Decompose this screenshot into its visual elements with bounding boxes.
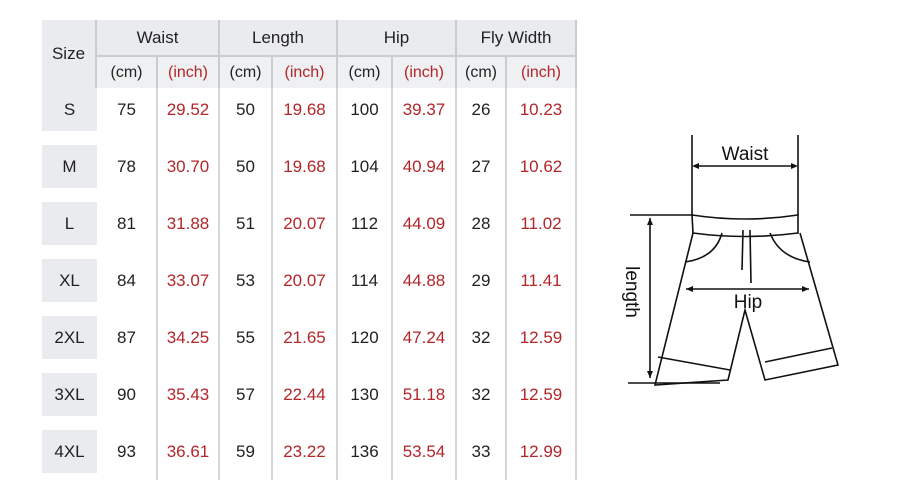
- shorts-diagram: Waist Hip length: [621, 135, 840, 386]
- cm-cell: 27: [457, 138, 507, 195]
- table-row: S 75 29.52 50 19.68 100 39.37 26 10.23: [42, 81, 577, 138]
- table-row: L 81 31.88 51 20.07 112 44.09 28 11.02: [42, 195, 577, 252]
- cm-cell: 50: [220, 138, 273, 195]
- size-cell: S: [42, 88, 97, 131]
- cm-cell: 26: [457, 81, 507, 138]
- inch-cell: 30.70: [158, 138, 220, 195]
- cm-cell: 78: [97, 138, 158, 195]
- unit-inch: (inch): [393, 57, 457, 88]
- hip-label: Hip: [734, 292, 763, 313]
- inch-cell: 53.54: [393, 423, 457, 480]
- cm-cell: 81: [97, 195, 158, 252]
- table-row: XL 84 33.07 53 20.07 114 44.88 29 11.41: [42, 252, 577, 309]
- header-waist: Waist: [97, 20, 220, 57]
- size-cell: 4XL: [42, 430, 97, 473]
- inch-cell: 22.44: [273, 366, 338, 423]
- unit-cm: (cm): [220, 57, 273, 88]
- inch-cell: 33.07: [158, 252, 220, 309]
- inch-cell: 40.94: [393, 138, 457, 195]
- inch-cell: 39.37: [393, 81, 457, 138]
- inch-cell: 29.52: [158, 81, 220, 138]
- table-row: M 78 30.70 50 19.68 104 40.94 27 10.62: [42, 138, 577, 195]
- cm-cell: 120: [338, 309, 393, 366]
- inch-cell: 11.02: [507, 195, 577, 252]
- cm-cell: 32: [457, 309, 507, 366]
- unit-inch: (inch): [158, 57, 220, 88]
- table-header: Size Waist Length Hip Fly Width (cm) (inch) (c…: [42, 20, 577, 88]
- inch-cell: 51.18: [393, 366, 457, 423]
- table-row: 2XL 87 34.25 55 21.65 120 47.24 32 12.59: [42, 309, 577, 366]
- inch-cell: 20.07: [273, 252, 338, 309]
- cm-cell: 59: [220, 423, 273, 480]
- waist-label: Waist: [722, 144, 770, 165]
- inch-cell: 47.24: [393, 309, 457, 366]
- cm-cell: 33: [457, 423, 507, 480]
- cm-cell: 84: [97, 252, 158, 309]
- inch-cell: 36.61: [158, 423, 220, 480]
- cm-cell: 55: [220, 309, 273, 366]
- size-header: Size: [42, 20, 97, 88]
- cm-cell: 130: [338, 366, 393, 423]
- inch-cell: 11.41: [507, 252, 577, 309]
- unit-inch: (inch): [273, 57, 338, 88]
- cm-cell: 53: [220, 252, 273, 309]
- cm-cell: 136: [338, 423, 393, 480]
- size-cell: M: [42, 145, 97, 188]
- inch-cell: 34.25: [158, 309, 220, 366]
- header-length: Length: [220, 20, 338, 57]
- cm-cell: 100: [338, 81, 393, 138]
- inch-cell: 12.59: [507, 366, 577, 423]
- size-cell: 3XL: [42, 373, 97, 416]
- cm-cell: 57: [220, 366, 273, 423]
- size-cell: L: [42, 202, 97, 245]
- unit-cm: (cm): [457, 57, 507, 88]
- length-label: length: [621, 266, 642, 318]
- header-fly-width: Fly Width: [457, 20, 577, 57]
- table-row: 4XL 93 36.61 59 23.22 136 53.54 33 12.99: [42, 423, 577, 480]
- size-cell: 2XL: [42, 316, 97, 359]
- unit-cm: (cm): [97, 57, 158, 88]
- cm-cell: 50: [220, 81, 273, 138]
- inch-cell: 10.23: [507, 81, 577, 138]
- inch-cell: 31.88: [158, 195, 220, 252]
- unit-cm: (cm): [338, 57, 393, 88]
- inch-cell: 12.59: [507, 309, 577, 366]
- inch-cell: 19.68: [273, 81, 338, 138]
- cm-cell: 28: [457, 195, 507, 252]
- table-row: 3XL 90 35.43 57 22.44 130 51.18 32 12.59: [42, 366, 577, 423]
- inch-cell: 10.62: [507, 138, 577, 195]
- inch-cell: 12.99: [507, 423, 577, 480]
- cm-cell: 114: [338, 252, 393, 309]
- size-cell: XL: [42, 259, 97, 302]
- cm-cell: 87: [97, 309, 158, 366]
- cm-cell: 51: [220, 195, 273, 252]
- cm-cell: 75: [97, 81, 158, 138]
- inch-cell: 44.09: [393, 195, 457, 252]
- header-hip: Hip: [338, 20, 457, 57]
- cm-cell: 32: [457, 366, 507, 423]
- cm-cell: 29: [457, 252, 507, 309]
- table-body: S 75 29.52 50 19.68 100 39.37 26 10.23 M 78 30.70 50…: [42, 81, 577, 480]
- inch-cell: 20.07: [273, 195, 338, 252]
- inch-cell: 21.65: [273, 309, 338, 366]
- inch-cell: 44.88: [393, 252, 457, 309]
- inch-cell: 35.43: [158, 366, 220, 423]
- cm-cell: 90: [97, 366, 158, 423]
- cm-cell: 112: [338, 195, 393, 252]
- inch-cell: 23.22: [273, 423, 338, 480]
- cm-cell: 104: [338, 138, 393, 195]
- inch-cell: 19.68: [273, 138, 338, 195]
- unit-inch: (inch): [507, 57, 577, 88]
- cm-cell: 93: [97, 423, 158, 480]
